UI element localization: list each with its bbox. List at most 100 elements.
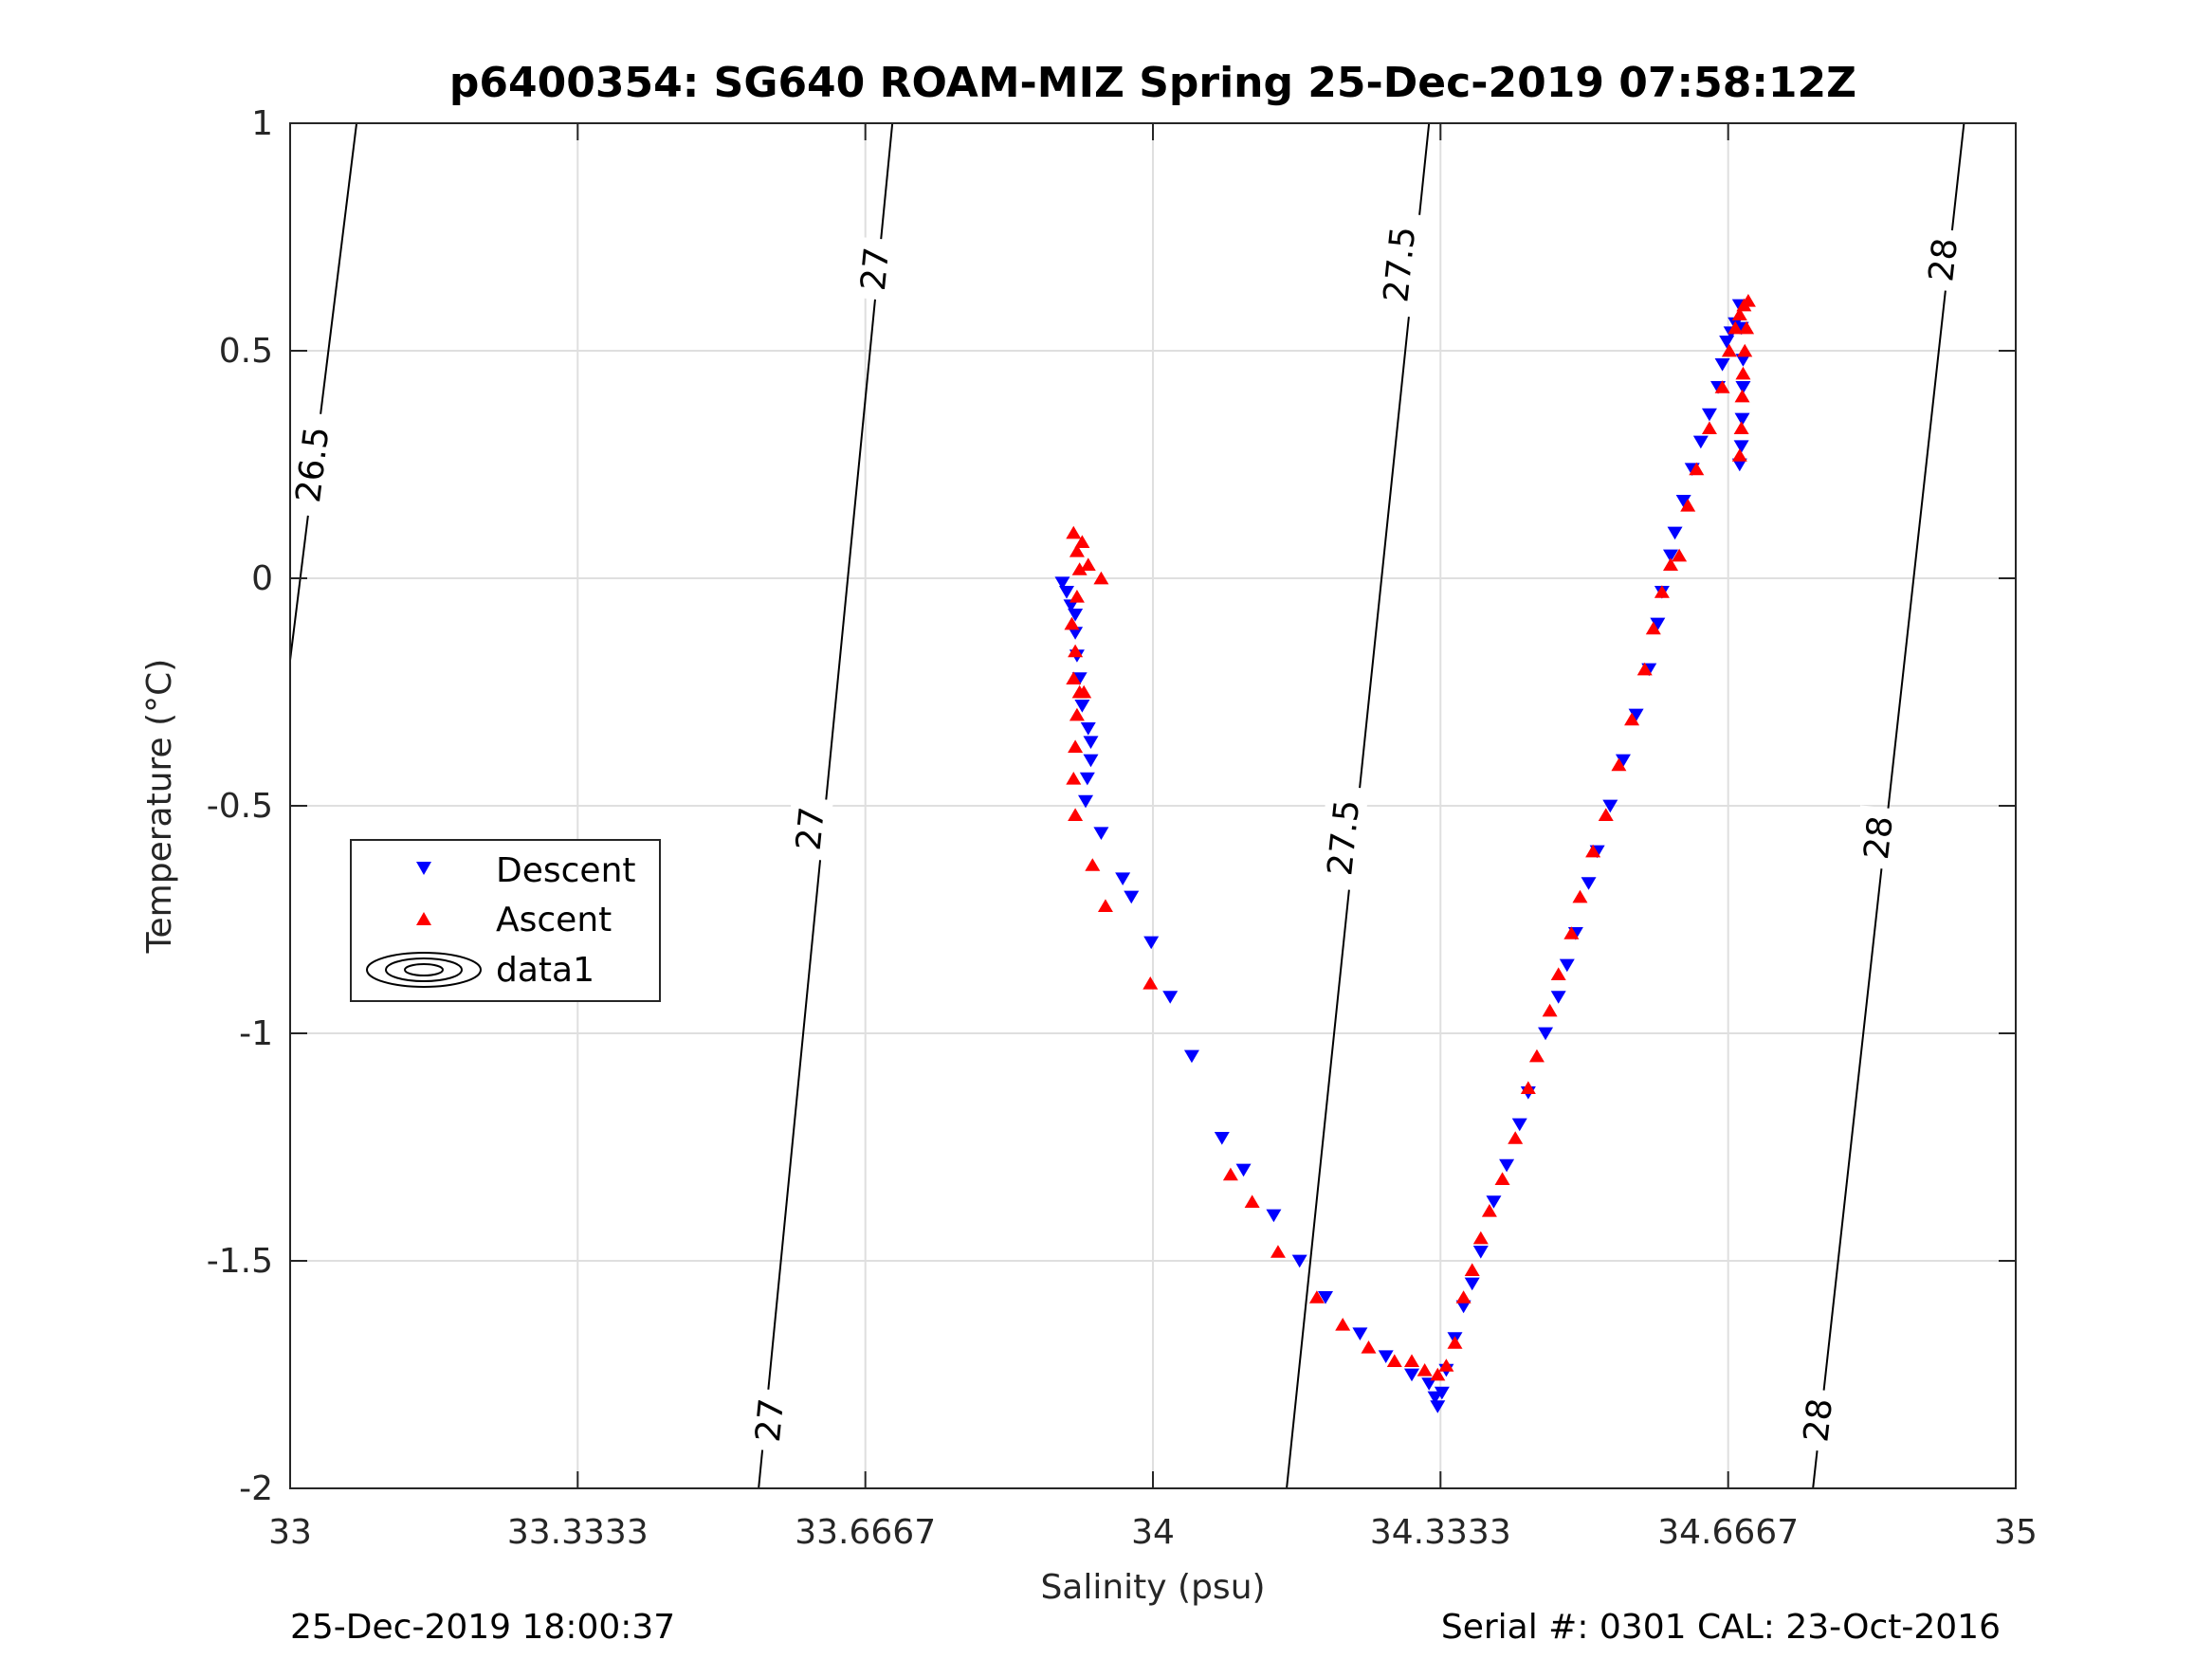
descent-point (1093, 827, 1109, 840)
ascent-point (1472, 1231, 1489, 1245)
ascent-point (1066, 772, 1082, 785)
descent-point (1404, 1368, 1419, 1382)
ascent-point (1068, 739, 1084, 753)
x-tick-label: 33.6667 (795, 1513, 936, 1552)
legend-box (350, 839, 661, 1002)
descent-point (1078, 794, 1094, 809)
descent-point (1291, 1254, 1307, 1268)
contour-label-background (1793, 1387, 1842, 1453)
x-tick-label: 33 (268, 1513, 312, 1552)
y-axis-label: Temperature (°C) (140, 659, 179, 955)
descent-point (1162, 991, 1179, 1004)
ascent-point (1494, 1172, 1510, 1185)
density-contour-line (1812, 122, 1965, 1489)
contour-label: 28 (1918, 227, 1967, 293)
descent-point (1068, 609, 1084, 622)
descent-point (1733, 440, 1749, 453)
ascent-point (1520, 1081, 1536, 1094)
descent-point (1499, 1158, 1515, 1173)
ascent-point (1270, 1245, 1286, 1258)
descent-point (1427, 1391, 1443, 1405)
ascent-point (1244, 1194, 1260, 1208)
ascent-point (1417, 1363, 1433, 1376)
descent-point (1559, 958, 1575, 973)
ascent-point (1222, 1167, 1238, 1181)
ascent-point (1734, 389, 1750, 403)
legend-ascent-marker (416, 912, 431, 925)
descent-point (1581, 877, 1597, 890)
ascent-point (1611, 757, 1627, 772)
ascent-point (1438, 1358, 1454, 1372)
ascent-point (1430, 1367, 1446, 1381)
ascent-point (1572, 889, 1588, 903)
descent-point (1719, 336, 1735, 349)
descent-point (1472, 1246, 1489, 1259)
ascent-point (1066, 525, 1082, 539)
ascent-point (1066, 671, 1082, 684)
descent-point (1464, 1277, 1480, 1291)
ascent-point (1085, 858, 1101, 871)
contour-label: 27.5 (1372, 210, 1425, 318)
contour-label: 27.5 (1316, 784, 1369, 891)
descent-point (1550, 991, 1566, 1004)
contour-label-background (785, 796, 833, 861)
descent-point (1074, 700, 1090, 713)
descent-point (1486, 1195, 1502, 1209)
y-tick-label: -2 (239, 1469, 273, 1508)
contour-label-background (1372, 210, 1425, 318)
contour-label-text: 28 (1797, 1396, 1840, 1444)
contour-label-background (1316, 784, 1369, 891)
contour-label-background (850, 236, 899, 301)
contour-label-text: 27.5 (1321, 798, 1367, 878)
descent-point (1602, 799, 1618, 813)
y-tick-label: 1 (251, 104, 273, 143)
contour-label-background (284, 410, 339, 519)
ascent-point (1071, 562, 1088, 575)
ascent-point (1731, 448, 1747, 462)
ascent-point (1663, 557, 1678, 571)
ascent-point (1636, 662, 1653, 676)
contour-label-background (745, 1388, 794, 1452)
contour-label-background (1918, 227, 1967, 293)
ascent-point (1598, 808, 1614, 821)
ascent-point (1728, 320, 1744, 335)
descent-point (1731, 458, 1747, 472)
contour-label: 28 (1793, 1387, 1842, 1453)
descent-point (1235, 1163, 1252, 1177)
descent-point (1667, 526, 1683, 540)
data-points (1054, 294, 1756, 1413)
ascent-point (1097, 899, 1113, 912)
legend-descent-marker (416, 862, 431, 875)
ascent-point (1068, 644, 1084, 658)
legend-ascent-label: Ascent (496, 901, 612, 939)
contour-label-text: 28 (1857, 814, 1901, 862)
descent-point (1421, 1377, 1437, 1391)
ascent-point (1361, 1340, 1377, 1354)
ascent-point (1308, 1290, 1325, 1304)
descent-point (1054, 576, 1070, 590)
x-tick-label: 33.3333 (507, 1513, 649, 1552)
density-contours: 26.5 27 27 27 27.5 27.5 28 28 28 (284, 122, 1967, 1489)
y-tick-label: 0.5 (219, 332, 273, 371)
descent-point (1318, 1291, 1333, 1304)
descent-point (1734, 412, 1750, 427)
descent-point (1650, 617, 1666, 631)
contour-label-text: 27 (854, 246, 897, 293)
legend: Descent Ascent data1 (350, 839, 661, 1002)
legend-descent-label: Descent (496, 851, 636, 890)
descent-point (1675, 495, 1691, 508)
descent-point (1714, 358, 1730, 372)
descent-point (1063, 599, 1079, 612)
ascent-point (1455, 1290, 1472, 1304)
descent-point (1378, 1350, 1394, 1363)
ascent-point (1074, 535, 1090, 548)
descent-point (1615, 754, 1631, 768)
y-tick-label: -1.5 (207, 1242, 273, 1281)
contour-label-text: 26.5 (289, 425, 338, 505)
descent-point (1735, 354, 1751, 367)
descent-point (1538, 1027, 1554, 1041)
ascent-point (1585, 844, 1601, 858)
contour-label-text: 27 (790, 805, 832, 852)
descent-point (1115, 872, 1131, 885)
